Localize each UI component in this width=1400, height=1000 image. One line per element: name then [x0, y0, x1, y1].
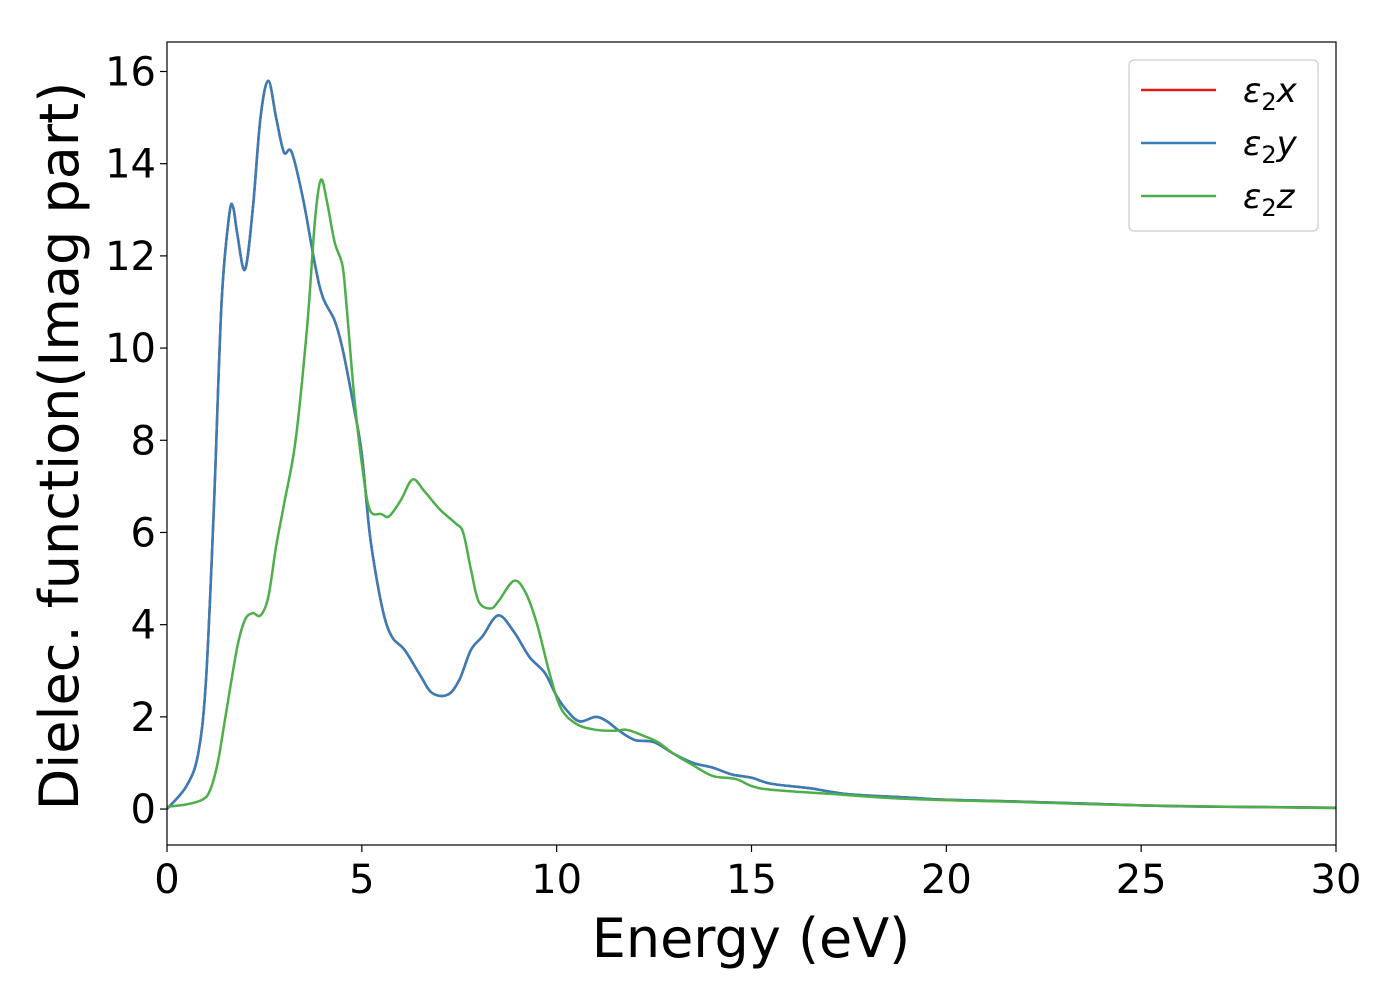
legend-label-y: ε2y: [1243, 124, 1298, 169]
y-tick-label: 10: [105, 326, 156, 372]
x-tick-label: 25: [1116, 857, 1167, 903]
x-tick-label: 10: [531, 857, 582, 903]
legend-items: ε2x ε2y ε2z: [1141, 71, 1298, 222]
y-tick-label: 8: [131, 418, 156, 464]
y-tick-label: 4: [131, 603, 156, 649]
series-layer: [167, 79, 1336, 810]
x-tick-label: 5: [349, 857, 374, 903]
y-tick-label: 2: [131, 695, 156, 741]
y-axis-label: Dielec. function(Imag part): [28, 82, 91, 811]
series-line-z: [167, 178, 1336, 810]
x-tick-label: 15: [726, 857, 777, 903]
legend: ε2x ε2y ε2z: [1128, 59, 1319, 232]
x-tick-label: 30: [1311, 857, 1362, 903]
legend-label-z: ε2z: [1243, 177, 1296, 222]
y-tick-label: 12: [105, 234, 156, 280]
series-line-y: [167, 79, 1336, 810]
y-tick-label: 16: [105, 50, 156, 96]
x-axis-ticks: 0 5 10 15 20 25 30: [154, 845, 1361, 903]
x-tick-label: 0: [154, 857, 179, 903]
legend-frame: [1128, 59, 1319, 232]
legend-label-x: ε2x: [1243, 71, 1298, 116]
y-tick-label: 14: [105, 142, 156, 188]
y-axis-ticks: 0 2 4 6 8 10 12 14 16: [105, 50, 167, 833]
x-tick-label: 20: [921, 857, 972, 903]
x-axis-label: Energy (eV): [592, 907, 911, 970]
y-tick-label: 0: [131, 787, 156, 833]
y-tick-label: 6: [131, 510, 156, 556]
